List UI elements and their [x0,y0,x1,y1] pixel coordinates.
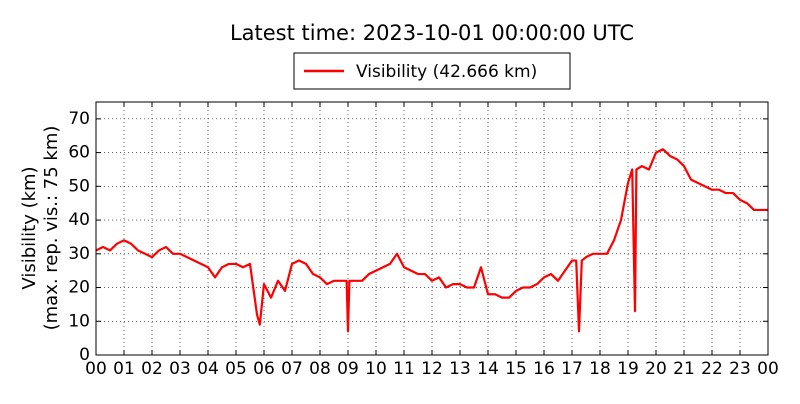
y-tick-label: 30 [68,244,90,264]
y-tick-label: 50 [68,176,90,196]
x-tick-label: 21 [673,359,695,379]
x-tick-label: 00 [85,359,107,379]
x-tick-label: 09 [337,359,359,379]
y-tick-label: 70 [68,109,90,129]
x-tick-label: 03 [169,359,191,379]
x-tick-label: 07 [281,359,303,379]
x-tick-label: 14 [477,359,499,379]
x-tick-label: 00 [757,359,779,379]
x-tick-label: 22 [701,359,723,379]
x-tick-label: 16 [533,359,555,379]
plot-frame [95,101,769,356]
x-tick-label: 18 [589,359,611,379]
x-tick-label: 23 [729,359,751,379]
y-tick-label: 0 [79,345,90,365]
x-tick-label: 02 [141,359,163,379]
x-tick-label: 13 [449,359,471,379]
y-tick-label: 20 [68,278,90,298]
y-axis-label: Visibility (km) [19,166,40,289]
x-tick-label: 06 [253,359,275,379]
x-tick-label: 19 [617,359,639,379]
x-tick-label: 05 [225,359,247,379]
x-tick-label: 04 [197,359,219,379]
x-tick-label: 08 [309,359,331,379]
data-line [95,148,768,333]
y-tick-label: 40 [68,210,90,230]
legend-label: Visibility (42.666 km) [356,62,537,82]
x-tick-label: 20 [645,359,667,379]
y-tick-label: 10 [68,311,90,331]
chart-title: Latest time: 2023-10-01 00:00:00 UTC [230,21,634,45]
x-tick-label: 15 [505,359,527,379]
x-tick-label: 10 [365,359,387,379]
x-tick-label: 11 [393,359,415,379]
y-tick-label: 60 [68,143,90,163]
x-tick-label: 12 [421,359,443,379]
x-tick-label: 01 [113,359,135,379]
x-tick-label: 17 [561,359,583,379]
y-axis-label: (max. rep. vis.: 75 km) [41,126,62,331]
